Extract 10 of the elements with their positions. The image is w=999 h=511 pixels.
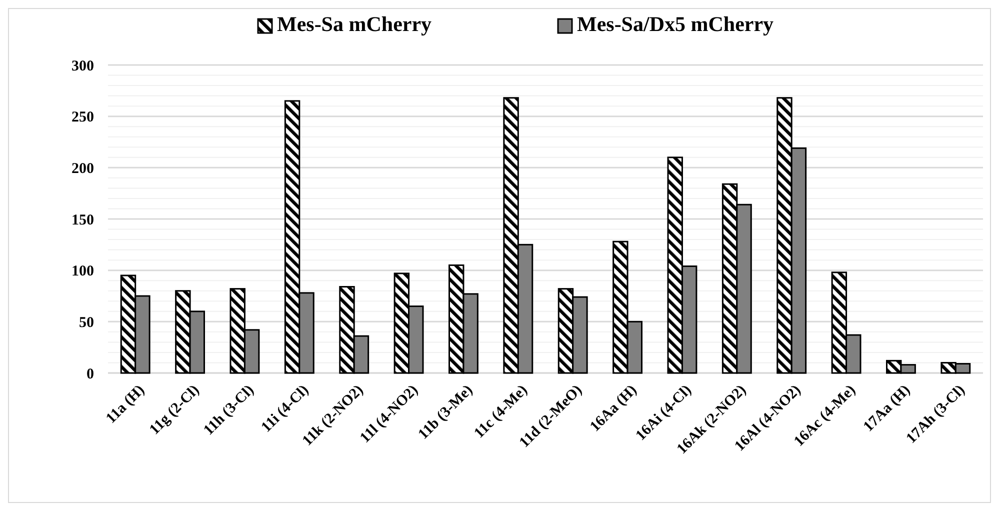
legend-label: Mes-Sa/Dx5 mCherry bbox=[577, 12, 774, 36]
y-tick-label: 100 bbox=[72, 264, 94, 280]
y-tick-label: 0 bbox=[86, 366, 94, 382]
y-tick-label: 300 bbox=[72, 58, 94, 74]
y-tick-label: 200 bbox=[72, 160, 94, 177]
y-tick-label: 150 bbox=[72, 212, 94, 228]
y-tick-label: 50 bbox=[79, 314, 94, 331]
y-tick-label: 250 bbox=[72, 110, 94, 126]
legend-label: Mes-Sa mCherry bbox=[277, 12, 432, 36]
x-tick-label: 11a (H) bbox=[103, 382, 148, 427]
